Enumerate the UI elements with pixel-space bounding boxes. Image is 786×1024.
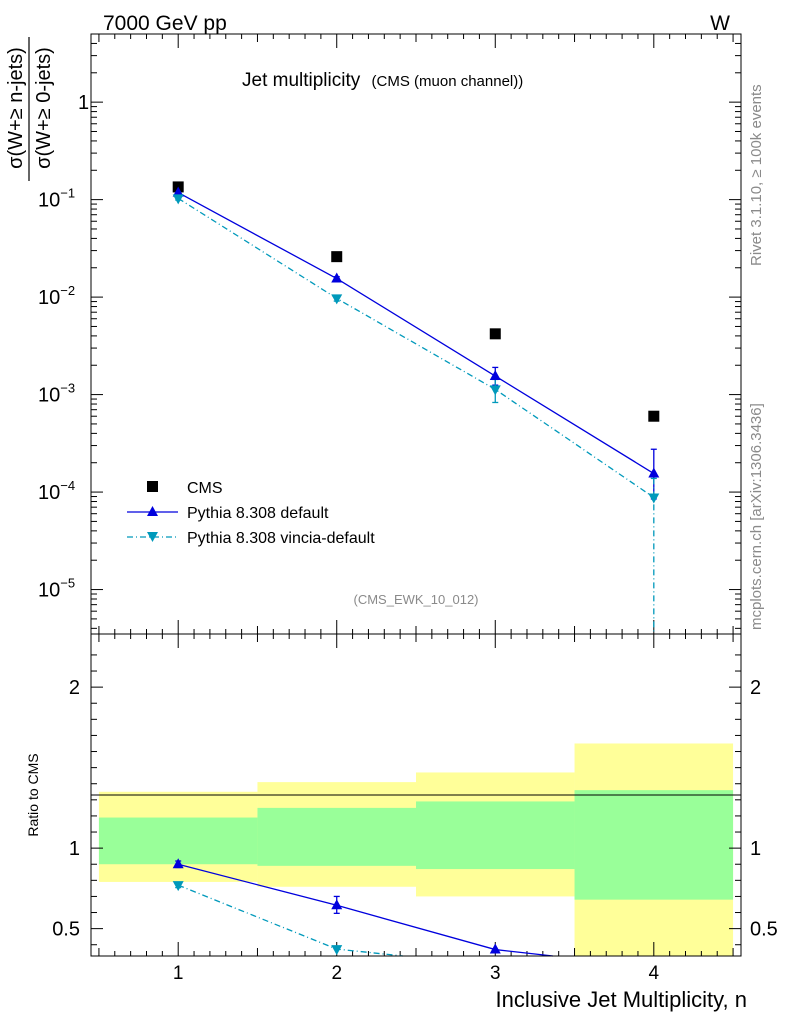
legend-label-pythia-default: Pythia 8.308 default [187,505,329,522]
x-tick-label: 4 [649,963,660,984]
ratio-data-point [172,881,184,892]
band-stat [416,801,575,870]
ratio-panel: 1 2 3 4 0.5 0.5 1 1 2 2 Ratio to CMS Inclusive Je… [25,633,778,1012]
legend-label-pythia-vincia: Pythia 8.308 vincia-default [187,530,375,547]
ratio-data-point [331,899,343,910]
main-ylabel: σ(W+≥ n-jets) σ(W+≥ 0-jets) [5,37,55,181]
legend-marker-pythia-vincia [147,532,158,542]
y-tick-label: 10−4 [38,478,75,504]
main-axis-ticks: 1 10−1 10−2 10−3 10−4 10−5 [38,33,741,634]
ratio-series-line [178,863,553,957]
chart-subtitle: (CMS (muon channel)) [372,73,524,90]
ratio-bands [98,743,734,956]
data-point [648,410,660,422]
legend-label-cms: CMS [187,480,223,497]
ratio-ylabel: Ratio to CMS [25,753,41,836]
ratio-y-tick-label-left: 0.5 [52,919,80,941]
data-point [331,251,343,263]
chart-title: Jet multiplicity [242,70,361,91]
band-stat [98,817,258,865]
y-tick-label: 10−3 [38,381,75,407]
ratio-frame [90,633,742,957]
ratio-data-point [172,858,184,869]
data-point [489,328,501,340]
x-tick-label: 1 [173,963,184,984]
y-tick-label: 10−1 [38,186,75,212]
watermark: (CMS_EWK_10_012) [354,592,479,607]
main-data-marks [172,181,660,504]
main-title: Jet multiplicity (CMS (muon channel)) [242,70,523,91]
ratio-y-tick-label-left: 1 [69,838,80,860]
data-point [172,194,184,205]
ratio-y-tick-label-right: 1 [750,838,761,860]
ratio-series-line [177,884,403,957]
data-point [331,272,343,283]
data-point [172,186,184,197]
data-point [648,493,660,504]
ylabel-denominator: σ(W+≥ 0-jets) [33,47,55,169]
header-left: 7000 GeV pp [103,12,227,35]
data-point [489,385,501,396]
x-axis-label: Inclusive Jet Multiplicity, n [496,987,747,1012]
x-tick-label: 3 [490,963,501,984]
data-point [648,467,660,478]
mcplots-label: mcplots.cern.ch [arXiv:1306.3436] [748,403,765,630]
band-stat [574,790,734,900]
ratio-y-tick-label-right: 2 [750,677,761,699]
header-right: W [710,12,730,35]
y-tick-label: 10−5 [38,576,75,602]
rivet-label: Rivet 3.1.10, ≥ 100k events [748,84,765,266]
data-point [489,370,501,381]
y-tick-label: 1 [78,92,89,114]
band-stat [257,807,416,866]
ratio-y-tick-label-right: 0.5 [750,919,778,941]
ylabel-numerator: σ(W+≥ n-jets) [5,47,27,169]
ratio-axis-ticks: 1 2 3 4 0.5 0.5 1 1 2 2 [52,634,778,984]
ratio-data-marks [172,858,501,956]
legend: CMS Pythia 8.308 default Pythia 8.308 vi… [127,480,375,547]
main-panel: 1 10−1 10−2 10−3 10−4 10−5 Jet multiplicity (… [5,33,742,635]
data-point [331,294,343,305]
y-tick-label: 10−2 [38,283,75,309]
ratio-data-point [331,945,343,956]
series-line [177,197,655,499]
series-line [177,192,655,475]
legend-marker-pythia-default [147,506,158,516]
ratio-y-tick-label-left: 2 [69,677,80,699]
legend-marker-cms [147,481,158,492]
x-tick-label: 2 [331,963,342,984]
ratio-data-point [489,943,501,954]
main-series-lines [175,190,657,634]
